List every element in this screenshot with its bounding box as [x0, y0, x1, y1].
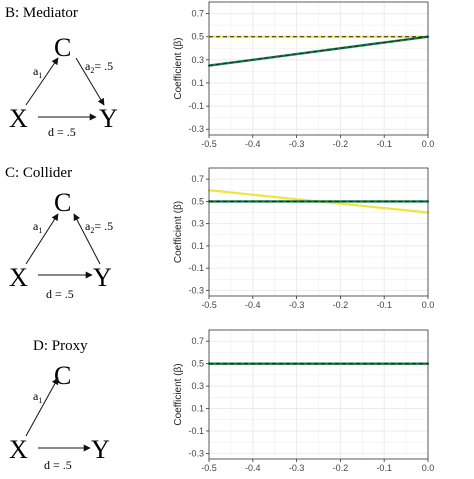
- charts: -0.5 -0.4 -0.3 -0.2 -0.1 0.0 0.7 0.5 0.3 0.1 -0.1 -…: [173, 1, 435, 473]
- diagram-collider: C: Collider C X Y a1 a2= .5 d = .5: [5, 165, 113, 301]
- x-tick-label: -0.3: [289, 300, 305, 310]
- path-a2: a2= .5: [85, 219, 113, 235]
- arrow-x-to-c: [25, 213, 59, 265]
- x-tick-label: -0.1: [376, 139, 392, 149]
- y-tick-label: 0.1: [191, 78, 204, 88]
- x-tick-label: -0.3: [289, 463, 305, 473]
- y-tick-label: 0.1: [191, 241, 204, 251]
- y-tick-label: 0.7: [191, 336, 204, 346]
- plot-border: [208, 167, 429, 297]
- path-d: d = .5: [48, 125, 76, 139]
- y-tick-label: 0.3: [191, 219, 204, 229]
- x-tick-label: -0.4: [245, 139, 261, 149]
- path-a1: a1: [33, 389, 42, 405]
- x-tick-label: -0.1: [376, 300, 392, 310]
- x-tick-label: -0.2: [333, 300, 349, 310]
- x-tick-label: 0.0: [422, 463, 435, 473]
- path-a2: a2= .5: [85, 59, 113, 75]
- x-tick-label: -0.3: [289, 139, 305, 149]
- path-d: d = .5: [46, 287, 74, 301]
- y-tick-label: 0.3: [191, 55, 204, 65]
- node-x: X: [9, 435, 28, 464]
- y-tick-label: -0.1: [188, 101, 204, 111]
- y-tick-label: 0.7: [191, 9, 204, 19]
- x-tick-label: -0.2: [333, 463, 349, 473]
- node-y: Y: [93, 263, 112, 292]
- y-tick-label: 0.7: [191, 174, 204, 184]
- y-axis-label: Coefficient (β): [173, 201, 184, 263]
- node-c: C: [54, 33, 71, 62]
- x-tick-label: 0.0: [422, 139, 435, 149]
- chart-panel-0: -0.5 -0.4 -0.3 -0.2 -0.1 0.0 0.7 0.5 0.3 0.1 -0.1 -…: [173, 1, 435, 149]
- x-tick-label: -0.4: [245, 300, 261, 310]
- series-line-green-dash: [208, 36, 429, 67]
- y-tick-label: -0.1: [188, 263, 204, 273]
- node-c: C: [54, 188, 71, 217]
- x-tick-label: -0.5: [201, 300, 217, 310]
- plot-border: [208, 1, 429, 136]
- arrow-x-to-c: [25, 377, 59, 437]
- y-tick-label: 0.1: [191, 404, 204, 414]
- arrow-x-to-c: [25, 57, 59, 106]
- plot-border: [208, 329, 429, 460]
- y-axis-label: Coefficient (β): [173, 363, 184, 425]
- chart-panel-1: -0.5 -0.4 -0.3 -0.2 -0.1 0.0 0.7 0.5 0.3 0.1 -0.1 -…: [173, 167, 435, 310]
- path-d: d = .5: [44, 458, 72, 472]
- y-tick-label: -0.3: [188, 448, 204, 458]
- y-tick-label: -0.1: [188, 426, 204, 436]
- panel-label-mediator: B: Mediator: [5, 5, 78, 21]
- x-tick-label: -0.5: [201, 463, 217, 473]
- diagram-proxy: D: Proxy C X Y a1 d = .5: [9, 338, 110, 472]
- x-tick-label: -0.1: [376, 463, 392, 473]
- path-a1: a1: [33, 64, 42, 80]
- arrow-y-to-c: [73, 213, 101, 265]
- panel-label-proxy: D: Proxy: [33, 338, 88, 354]
- y-tick-label: 0.5: [191, 359, 204, 369]
- node-y: Y: [99, 104, 118, 133]
- node-x: X: [9, 263, 28, 292]
- x-tick-label: -0.4: [245, 463, 261, 473]
- node-c: C: [54, 361, 71, 390]
- arrow-c-to-y: [75, 57, 105, 106]
- node-y: Y: [91, 435, 110, 464]
- y-axis-label: Coefficient (β): [173, 37, 184, 99]
- panel-label-collider: C: Collider: [5, 165, 72, 181]
- path-a1: a1: [33, 219, 42, 235]
- y-tick-label: -0.3: [188, 285, 204, 295]
- y-tick-label: 0.3: [191, 381, 204, 391]
- x-tick-label: -0.2: [333, 139, 349, 149]
- diagram-mediator: B: Mediator C X Y a1 a2= .5 d = .5: [5, 5, 118, 139]
- node-x: X: [9, 104, 28, 133]
- x-tick-label: -0.5: [201, 139, 217, 149]
- y-tick-label: 0.5: [191, 32, 204, 42]
- y-tick-label: -0.3: [188, 124, 204, 134]
- y-tick-label: 0.5: [191, 196, 204, 206]
- x-tick-label: 0.0: [422, 300, 435, 310]
- chart-panel-2: -0.5 -0.4 -0.3 -0.2 -0.1 0.0 0.7 0.5 0.3 0.1 -0.1 -…: [173, 329, 435, 473]
